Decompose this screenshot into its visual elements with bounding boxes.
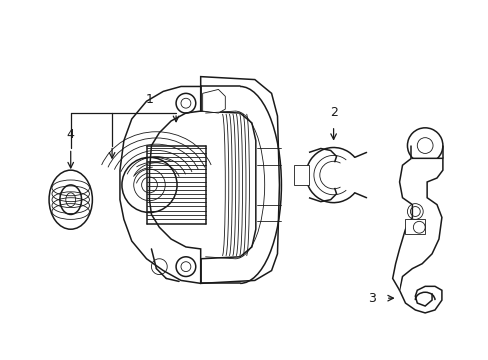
Polygon shape	[392, 158, 411, 290]
Polygon shape	[120, 86, 200, 283]
Text: 4: 4	[67, 127, 75, 141]
Text: 2: 2	[329, 106, 337, 119]
Polygon shape	[200, 77, 279, 283]
Text: 1: 1	[145, 93, 153, 106]
Polygon shape	[294, 165, 308, 185]
Polygon shape	[399, 158, 442, 313]
Text: 3: 3	[367, 292, 375, 305]
Polygon shape	[405, 219, 424, 234]
Polygon shape	[202, 89, 225, 113]
